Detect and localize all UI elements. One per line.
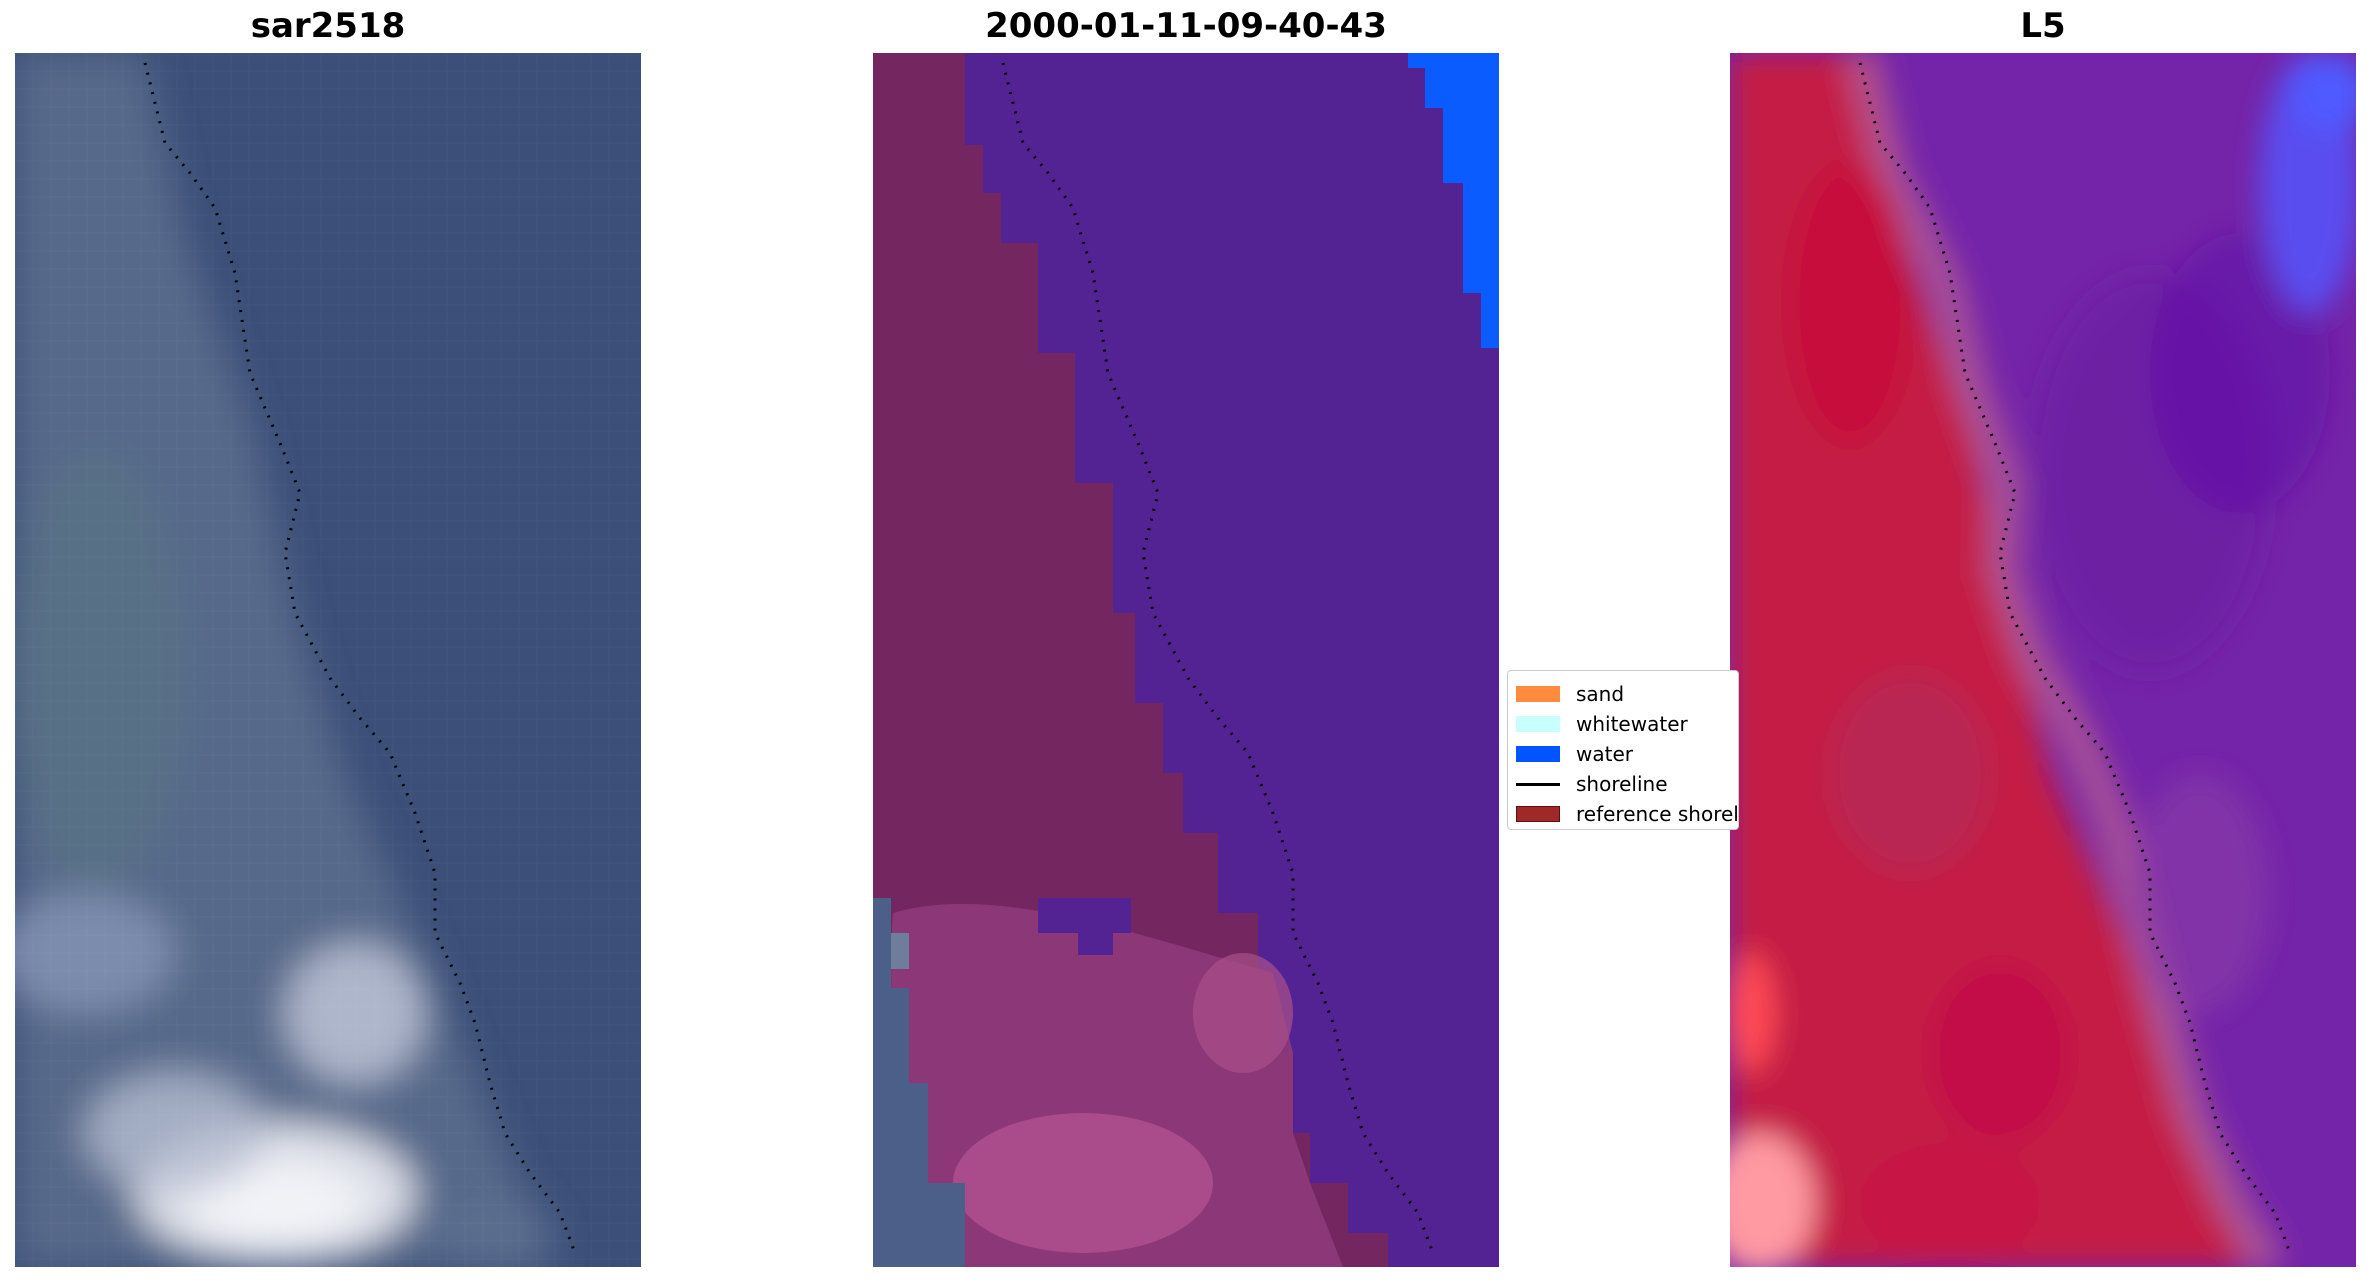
- shoreline-swatch: [1516, 782, 1560, 786]
- sand-swatch: [1516, 686, 1560, 702]
- legend-label: reference shoreline: [1576, 802, 1739, 826]
- legend-label: whitewater: [1576, 712, 1688, 736]
- l5-image-panel: [1730, 53, 2356, 1267]
- classified-image: [873, 53, 1499, 1267]
- shoreline-line: [1001, 62, 1435, 1254]
- legend-item-water: water: [1516, 741, 1633, 767]
- legend: sand whitewater water shoreline referenc…: [1507, 670, 1739, 830]
- water-swatch: [1516, 746, 1560, 762]
- l5-image: [1730, 53, 2356, 1267]
- shoreline-line: [1858, 62, 2292, 1254]
- legend-item-shoreline: shoreline: [1516, 771, 1668, 797]
- legend-label: water: [1576, 742, 1633, 766]
- panel-title-2: 2000-01-11-09-40-43: [985, 6, 1387, 46]
- legend-item-whitewater: whitewater: [1516, 711, 1688, 737]
- classified-image-panel: [873, 53, 1499, 1267]
- legend-item-sand: sand: [1516, 681, 1624, 707]
- panel-title-1: sar2518: [250, 6, 406, 46]
- whitewater-swatch: [1516, 716, 1560, 732]
- reference-shoreline-swatch: [1516, 806, 1560, 822]
- shoreline-line: [143, 62, 577, 1254]
- legend-label: shoreline: [1576, 772, 1668, 796]
- sar-image: [15, 53, 641, 1267]
- legend-label: sand: [1576, 682, 1625, 706]
- panel-title-3: L5: [2020, 6, 2066, 46]
- legend-item-reference-shoreline: reference shoreline: [1516, 801, 1739, 827]
- sar-image-panel: [15, 53, 641, 1267]
